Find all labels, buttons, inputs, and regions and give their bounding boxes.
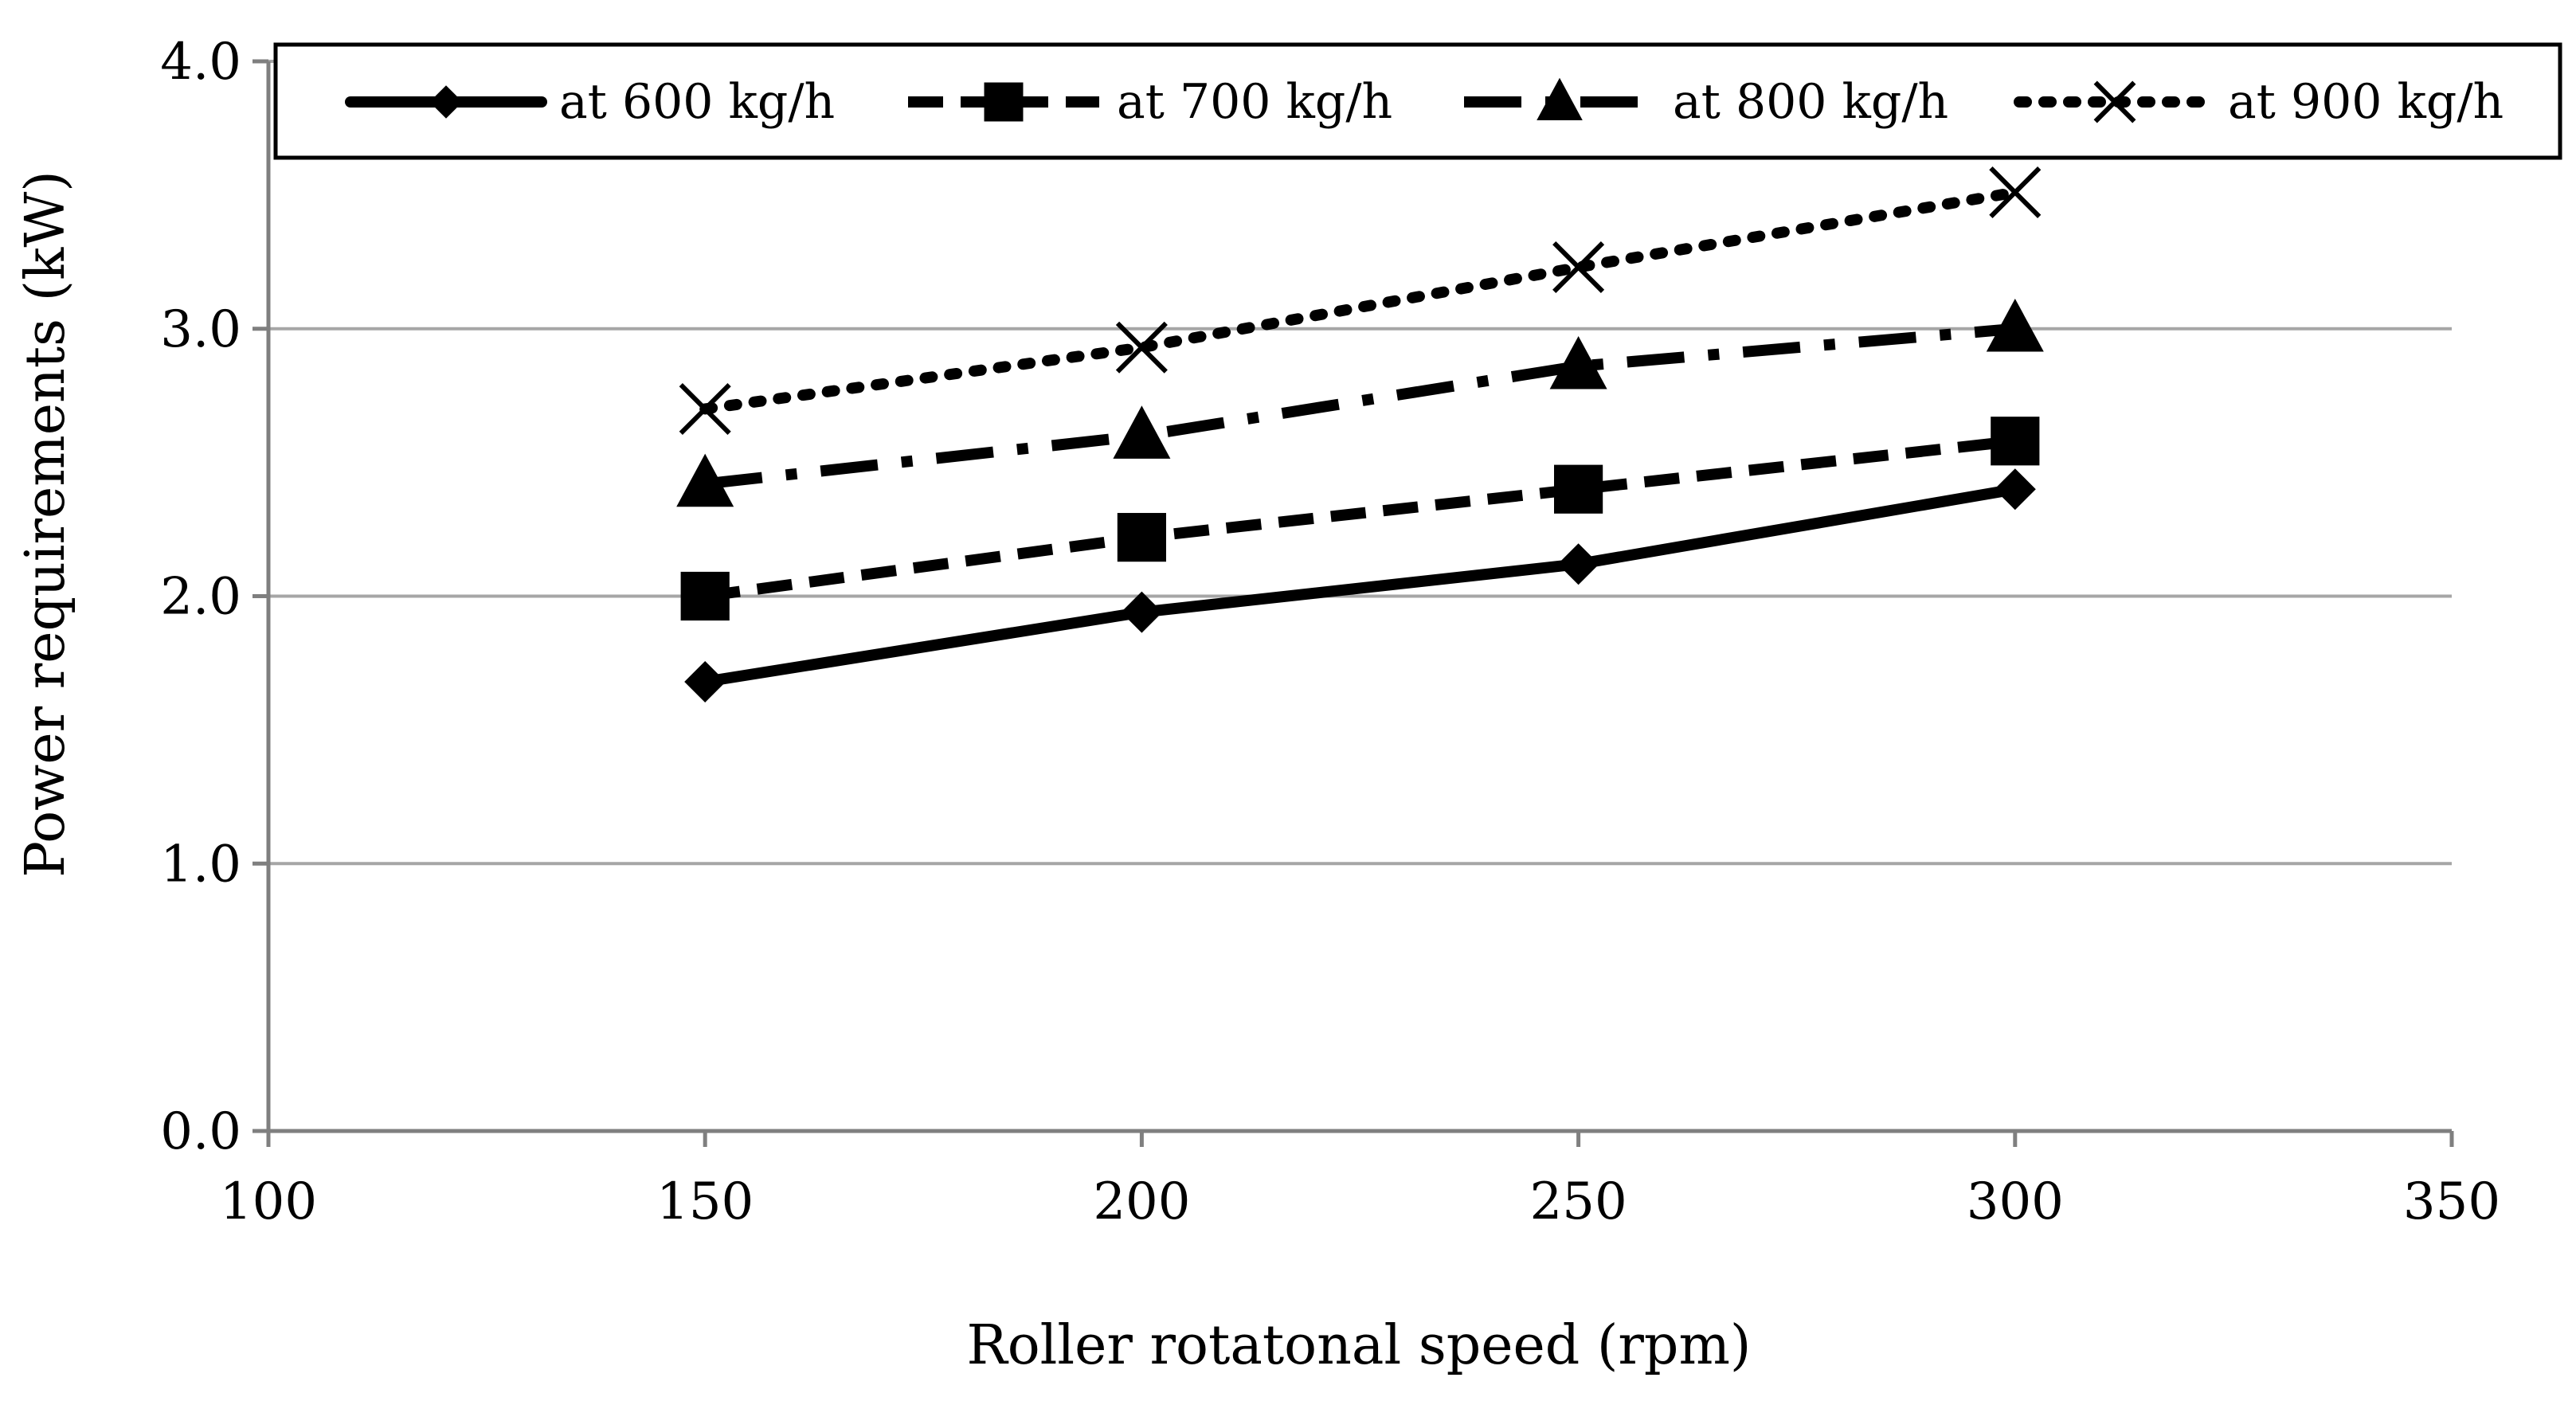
data-point xyxy=(1994,468,2036,511)
data-point xyxy=(1121,591,1163,633)
y-tick-label: 1.0 xyxy=(160,835,241,894)
data-point xyxy=(1986,298,2044,352)
data-point xyxy=(680,571,730,621)
series-2 xyxy=(680,417,2040,621)
y-tick-label: 4.0 xyxy=(160,33,241,92)
data-point xyxy=(1557,543,1599,585)
legend-item: at 900 kg/h xyxy=(2014,74,2504,130)
data-point xyxy=(1113,405,1171,459)
data-point xyxy=(676,453,734,507)
axes: 0.0 1.0 2.0 3.0 4.0 100 150 200 250 300 350 xyxy=(160,33,2500,1231)
y-tick-label: 2.0 xyxy=(160,568,241,627)
series-1 xyxy=(684,468,2036,702)
legend-label: at 700 kg/h xyxy=(1117,74,1392,130)
series-line xyxy=(704,323,2016,490)
x-tick-label: 350 xyxy=(2403,1172,2500,1231)
data-point xyxy=(1991,417,2040,466)
data-point xyxy=(1552,241,1605,294)
legend: at 600 kg/h at 700 kg/h at 800 kg/h at 900 … xyxy=(273,42,2562,160)
legend-swatch-marker xyxy=(984,82,1024,122)
series-3 xyxy=(676,298,2044,507)
y-axis-title: Power requirements (kW) xyxy=(14,170,77,878)
series-line xyxy=(699,186,2021,415)
series-line xyxy=(704,435,2016,602)
legend-swatch-marker xyxy=(1537,77,1583,121)
series-line xyxy=(699,483,2021,687)
legend-item: at 700 kg/h xyxy=(908,74,1392,130)
legend-label: at 800 kg/h xyxy=(1673,74,1948,130)
legend-item: at 600 kg/h xyxy=(345,74,835,130)
legend-label: at 600 kg/h xyxy=(559,74,835,130)
x-tick-label: 250 xyxy=(1530,1172,1627,1231)
legend-label: at 900 kg/h xyxy=(2228,74,2504,130)
x-tick-label: 100 xyxy=(220,1172,317,1231)
y-tick-label: 3.0 xyxy=(160,300,241,359)
data-point xyxy=(684,660,726,702)
data-point xyxy=(1549,335,1607,389)
x-tick-label: 150 xyxy=(656,1172,754,1231)
data-point xyxy=(1115,321,1168,374)
series-group xyxy=(676,166,2044,702)
legend-swatch-marker xyxy=(2093,80,2136,123)
x-tick-label: 200 xyxy=(1093,1172,1190,1231)
y-tick-label: 0.0 xyxy=(160,1102,241,1161)
legend-item: at 800 kg/h xyxy=(1464,74,1948,130)
series-4 xyxy=(679,166,2042,435)
data-point xyxy=(1554,464,1603,514)
data-point xyxy=(1989,166,2042,219)
x-axis-title: Roller rotatonal speed (rpm) xyxy=(967,1314,1752,1377)
data-point xyxy=(679,382,731,435)
data-point xyxy=(1117,513,1166,562)
gridlines xyxy=(268,60,2452,866)
x-tick-label: 300 xyxy=(1967,1172,2064,1231)
legend-swatch-marker xyxy=(429,85,463,119)
